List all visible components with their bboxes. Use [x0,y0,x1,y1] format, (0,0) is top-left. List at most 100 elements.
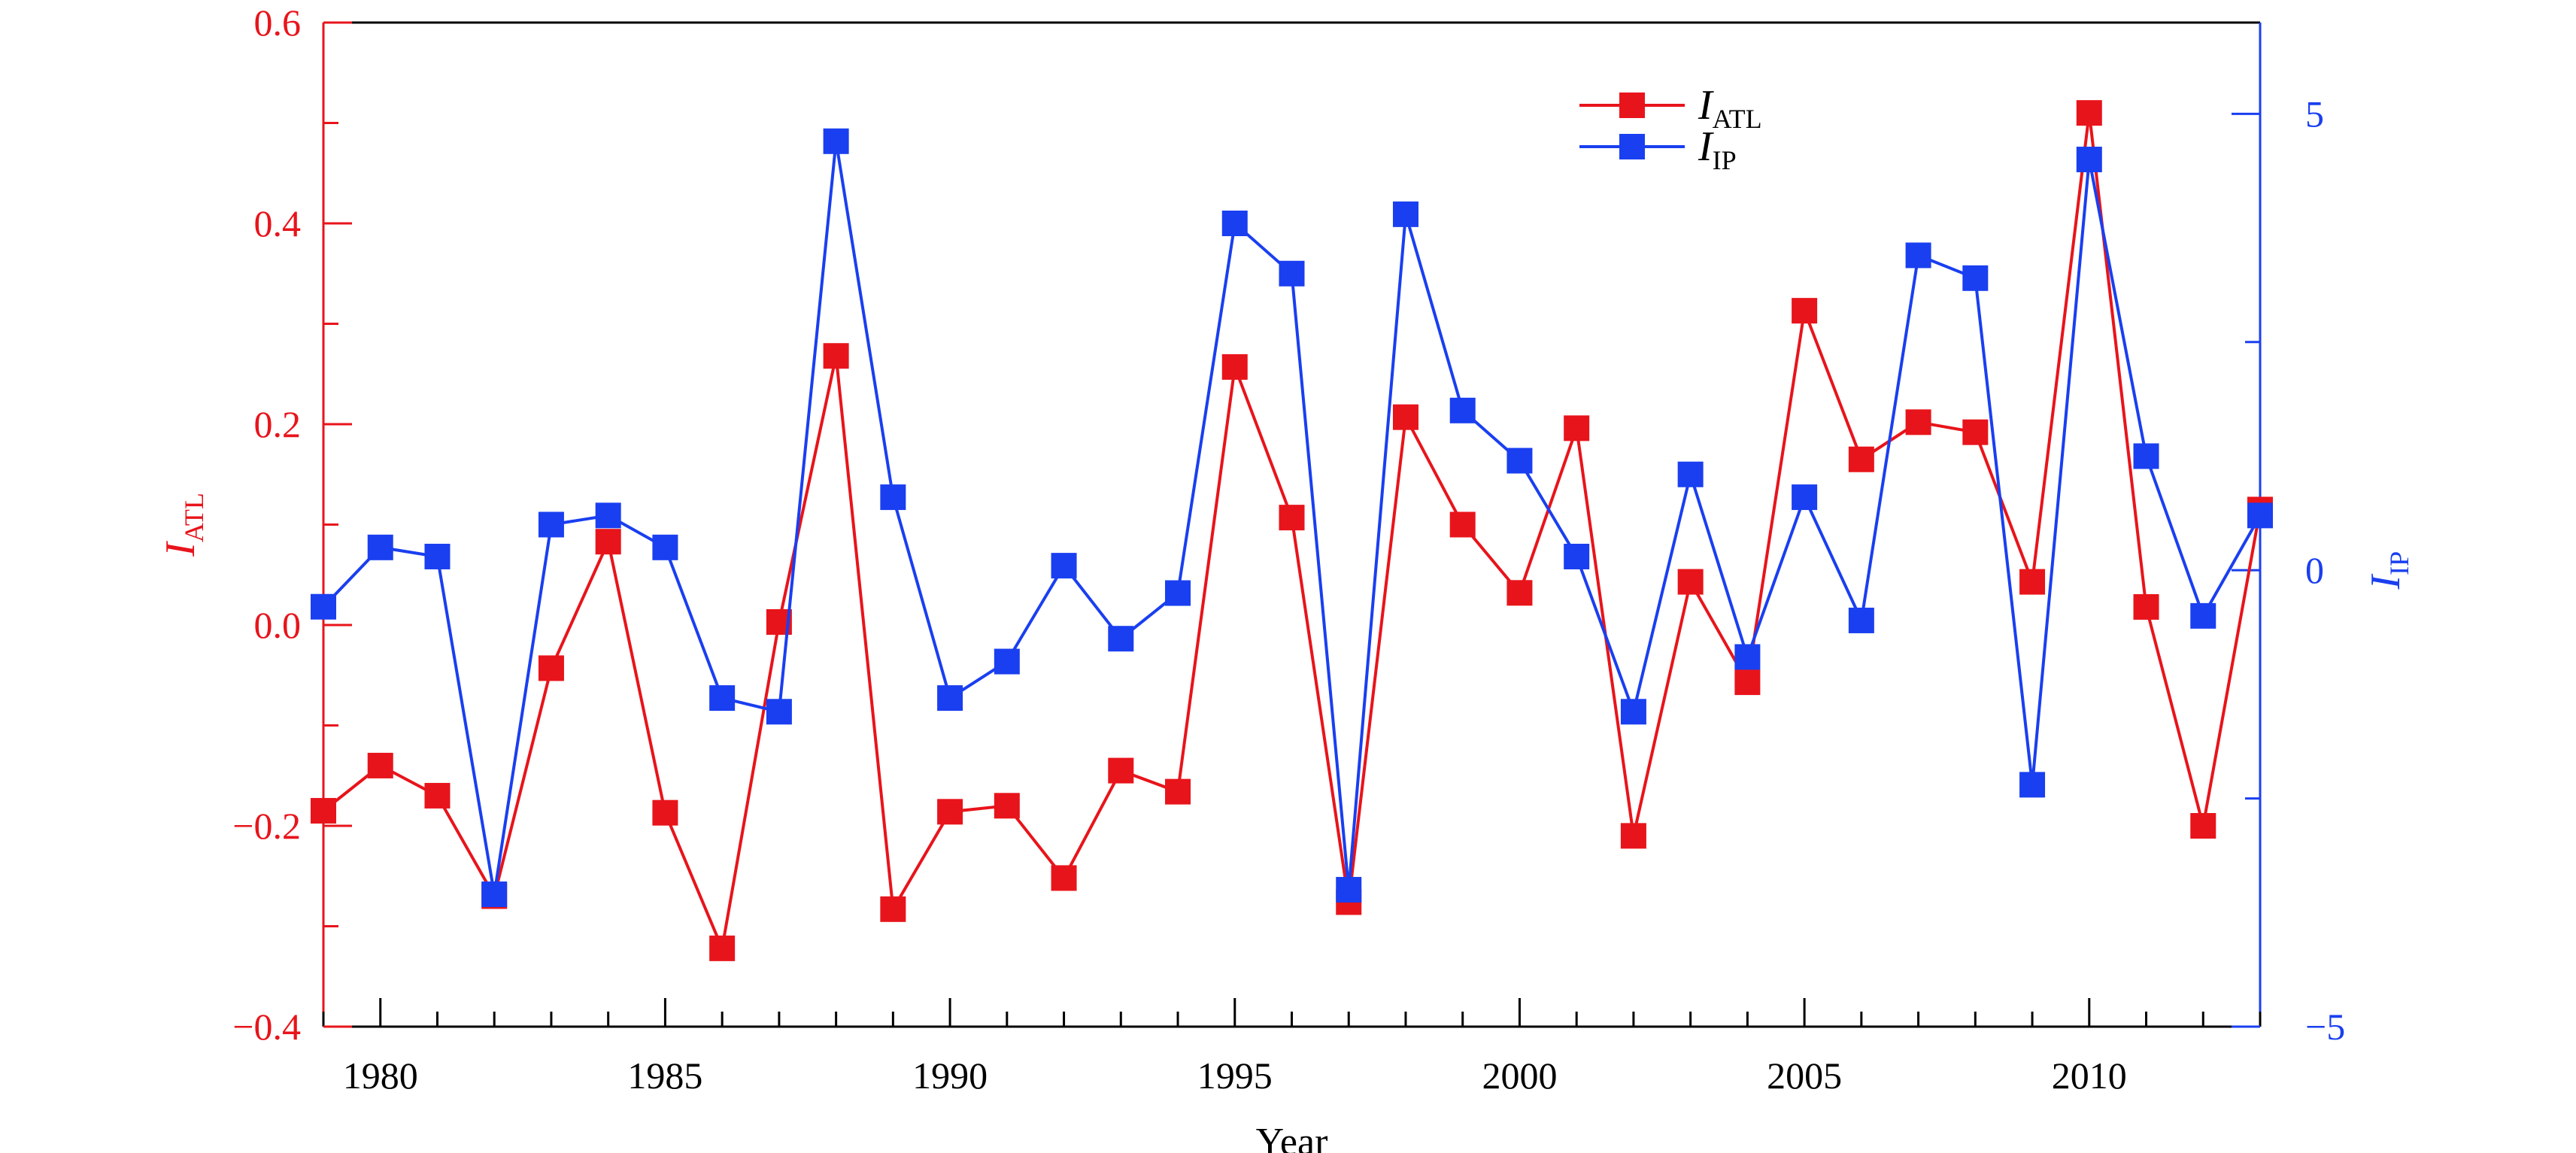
legend-label-sub: ATL [1713,104,1762,134]
legend-label-main: I [1698,123,1714,170]
left-y-axis-label-text: IATL [157,493,209,557]
series-point-ip [538,511,564,538]
series-point-ip [1734,644,1761,670]
series-point-ip [1564,543,1590,569]
series-point-ip [766,699,792,725]
x-tick-label: 2005 [1767,1054,1842,1097]
legend-marker-ip [1619,134,1645,159]
x-tick-label: 1995 [1197,1054,1273,1097]
series-point-ip [1905,242,1931,269]
left-y-tick-label: 0.6 [254,2,302,44]
left-y-label-sub: ATL [179,493,209,542]
left-y-tick-label: 0.2 [254,403,302,445]
series-point-atl [994,793,1020,819]
series-point-atl [1392,404,1418,430]
series-point-ip [2190,602,2216,629]
left-y-tick-label: −0.2 [232,805,301,847]
series-point-atl [1734,669,1761,696]
series-point-ip [1165,580,1191,606]
series-point-ip [937,685,963,712]
series-point-ip [2247,502,2273,529]
series-point-ip [424,543,451,569]
series-point-atl [1905,409,1931,435]
legend-label-ip: IIP [1698,123,1737,175]
series-point-ip [880,484,906,511]
series-point-atl [880,896,906,922]
left-y-tick-label: −0.4 [232,1006,301,1048]
series-point-atl [937,799,963,825]
series-point-ip [1620,699,1646,725]
series-point-ip [1962,265,1989,291]
left-y-tick-label: 0.4 [254,202,302,244]
series-point-ip [1792,484,1818,511]
x-tick-label: 1985 [627,1054,702,1097]
series-point-ip [2019,772,2046,798]
left-y-tick-label: 0.0 [254,604,302,646]
series-point-atl [652,800,678,826]
right-y-tick-label: 0 [2305,549,2324,591]
series-point-atl [1792,298,1818,324]
x-tick-label: 2000 [1482,1054,1557,1097]
series-point-atl [2190,813,2216,839]
series-point-ip [709,685,736,712]
left-y-label-main: I [157,541,204,557]
series-point-ip [367,534,393,560]
series-point-atl [1108,757,1134,784]
series-point-ip [652,534,678,560]
right-y-axis-label-text: IIP [2362,551,2414,590]
series-point-ip [311,593,336,620]
series-point-ip [2076,147,2102,173]
series-point-atl [424,782,451,809]
right-y-axis-label: IIP [2362,551,2414,590]
x-tick-label: 1990 [912,1054,988,1097]
series-point-ip [1392,201,1418,227]
x-tick-label: 1980 [343,1054,418,1097]
series-point-atl [2076,100,2102,126]
series-point-atl [1165,778,1191,805]
series-point-ip [481,881,508,908]
series-point-atl [1279,505,1305,531]
legend-marker-atl [1619,93,1645,118]
series-point-ip [1221,211,1248,236]
legend-label-sub: IP [1713,145,1737,175]
x-axis-label: Year [1256,1121,1328,1153]
series-point-atl [1962,419,1989,445]
series-point-ip [595,502,621,529]
series-point-ip [2133,443,2159,469]
series-point-atl [1677,569,1704,595]
series-point-ip [1848,607,1874,633]
series-point-ip [1677,461,1704,487]
series-point-atl [1449,511,1476,538]
series-point-ip [823,128,849,154]
series-point-atl [1620,823,1646,849]
x-tick-label: 2010 [2052,1054,2127,1097]
series-point-ip [1506,448,1533,474]
series-point-ip [1336,876,1362,903]
series-point-ip [1449,397,1476,423]
series-point-atl [1506,580,1533,606]
right-y-label-sub: IP [2384,551,2414,575]
series-point-ip [1108,626,1134,652]
series-point-atl [709,935,736,961]
legend-label-atl: IATL [1698,82,1762,134]
series-point-atl [538,655,564,681]
series-point-atl [1221,353,1248,380]
right-y-tick-label: 5 [2305,93,2324,135]
series-point-atl [1564,415,1590,441]
series-point-ip [994,648,1020,675]
legend-label-main: I [1698,82,1714,129]
series-point-atl [1051,865,1077,891]
series-point-ip [1051,553,1077,579]
series-point-atl [823,343,849,369]
right-y-label-main: I [2362,574,2409,590]
series-point-atl [1848,446,1874,472]
right-y-tick-label: −5 [2305,1006,2345,1048]
series-point-atl [2133,593,2159,620]
series-point-atl [595,529,621,555]
series-point-atl [311,797,336,824]
series-point-atl [2019,569,2046,595]
series-point-atl [367,752,393,778]
series-point-ip [1279,260,1305,287]
